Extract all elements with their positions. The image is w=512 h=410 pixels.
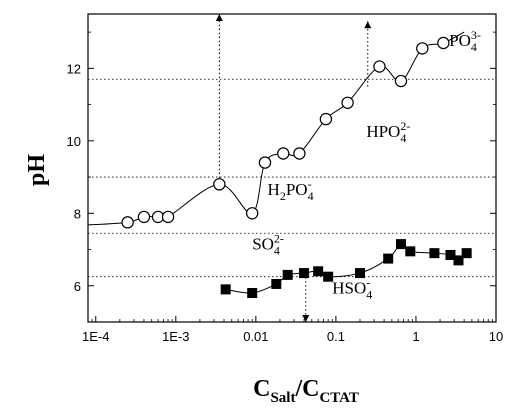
x-axis-label: CSalt/CCTAT bbox=[253, 376, 359, 406]
x-axis-label-part: /C bbox=[294, 376, 319, 402]
arrow-head bbox=[302, 315, 310, 322]
data-point-square bbox=[395, 239, 406, 250]
data-point-circle bbox=[293, 147, 306, 160]
x-tick-label: 1 bbox=[412, 329, 419, 344]
species-label-subscript: 4 bbox=[308, 189, 314, 203]
data-point-square bbox=[313, 266, 324, 277]
x-tick-label: 10 bbox=[489, 329, 503, 344]
data-point-circle bbox=[341, 96, 354, 109]
species-label-base: H bbox=[268, 180, 280, 199]
species-label: H2PO-4 bbox=[268, 177, 314, 203]
species-label-subscript: 4 bbox=[274, 244, 280, 258]
species-label: PO3-4 bbox=[449, 28, 481, 54]
species-label: HPO2-4 bbox=[366, 119, 410, 145]
species-label-superscript: - bbox=[366, 276, 370, 290]
arrow-head bbox=[215, 14, 223, 21]
data-point-circle bbox=[213, 178, 226, 191]
y-tick-label: 12 bbox=[67, 61, 81, 76]
species-label-superscript: 2- bbox=[274, 232, 284, 246]
data-point-circle bbox=[373, 60, 386, 73]
data-point-circle bbox=[121, 216, 134, 229]
species-label-superscript: 2- bbox=[400, 119, 410, 133]
species-label-subscript: 4 bbox=[471, 40, 477, 54]
data-point-square bbox=[247, 288, 258, 299]
data-point-square bbox=[271, 278, 282, 289]
y-tick-label: 8 bbox=[74, 206, 81, 221]
data-point-square bbox=[453, 255, 464, 266]
data-point-square bbox=[220, 284, 231, 295]
species-label-superscript: - bbox=[308, 177, 312, 191]
species-label-subscript: 4 bbox=[400, 131, 406, 145]
species-label-base: SO bbox=[252, 235, 274, 254]
y-tick-label: 10 bbox=[67, 134, 81, 149]
x-tick-label: 1E-4 bbox=[82, 329, 109, 344]
species-label-superscript: 3- bbox=[471, 28, 481, 42]
arrows bbox=[215, 14, 372, 322]
y-tick-label: 6 bbox=[74, 279, 81, 294]
y-axis: 6 8 10 12 bbox=[67, 31, 496, 323]
data-point-square bbox=[445, 249, 456, 260]
data-point-circle bbox=[245, 207, 259, 220]
x-tick-label: 0.01 bbox=[243, 329, 268, 344]
species-label-base: PO bbox=[449, 31, 471, 50]
data-point-circle bbox=[319, 112, 333, 126]
species-label-base: PO bbox=[286, 180, 308, 199]
data-point-circle bbox=[394, 74, 408, 88]
data-point-square bbox=[282, 269, 293, 280]
x-axis: 1E-4 1E-3 0.01 0.1 1 10 bbox=[82, 316, 503, 344]
data-point-circle bbox=[137, 210, 151, 224]
data-point-square bbox=[355, 268, 365, 279]
species-label-base: HSO bbox=[332, 279, 366, 298]
data-point-circle bbox=[258, 156, 272, 169]
data-point-circle bbox=[277, 147, 290, 160]
x-axis-label-part: Salt bbox=[270, 390, 295, 406]
data-point-square bbox=[461, 248, 472, 259]
data-markers bbox=[121, 36, 472, 299]
data-point-circle bbox=[161, 210, 175, 224]
x-axis-label-part: C bbox=[253, 376, 270, 402]
x-tick-label: 0.1 bbox=[327, 329, 345, 344]
species-label-subscript: 4 bbox=[366, 288, 372, 302]
y-axis-label: pH bbox=[24, 154, 50, 186]
reference-lines bbox=[88, 78, 496, 278]
data-point-square bbox=[429, 248, 440, 259]
species-label-subscript: 2 bbox=[280, 189, 286, 203]
species-label: HSO-4 bbox=[332, 276, 372, 302]
plot-frame bbox=[87, 13, 497, 323]
data-point-square bbox=[383, 253, 394, 264]
data-point-square bbox=[323, 271, 334, 282]
data-point-square bbox=[299, 268, 310, 279]
x-tick-label: 1E-3 bbox=[162, 329, 189, 344]
species-label: SO2-4 bbox=[252, 232, 284, 258]
x-axis-label-part: CTAT bbox=[319, 390, 358, 406]
arrow-head bbox=[364, 21, 372, 29]
species-label-base: HPO bbox=[366, 122, 400, 141]
data-point-circle bbox=[437, 36, 450, 50]
data-point-square bbox=[405, 246, 416, 257]
data-point-circle bbox=[416, 42, 429, 55]
